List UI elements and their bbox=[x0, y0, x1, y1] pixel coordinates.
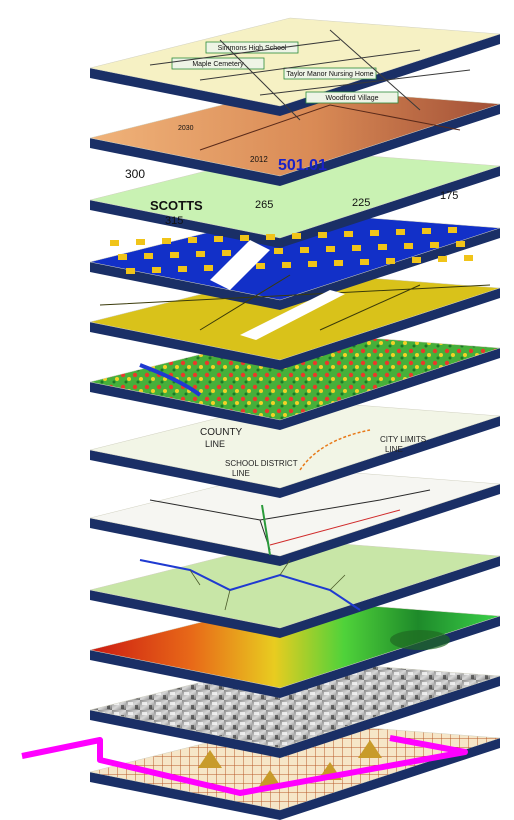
building-footprint bbox=[448, 227, 457, 233]
building-footprint bbox=[240, 235, 249, 241]
building-footprint bbox=[370, 230, 379, 236]
building-footprint bbox=[144, 253, 153, 259]
building-footprint bbox=[266, 234, 275, 240]
layer-face bbox=[89, 539, 501, 629]
building-footprint bbox=[344, 231, 353, 237]
layer-edge bbox=[90, 676, 500, 758]
boundary-label: CITY LIMITS bbox=[380, 435, 426, 444]
layer-edge bbox=[90, 34, 500, 116]
tract-id-label: 501.01 bbox=[278, 157, 327, 174]
building-footprint bbox=[136, 239, 145, 245]
building-footprint bbox=[422, 228, 431, 234]
layer-edge bbox=[90, 556, 500, 638]
layer-edge bbox=[90, 166, 500, 248]
building-footprint bbox=[334, 260, 343, 266]
boundary-label: LINE bbox=[385, 445, 403, 454]
building-footprint bbox=[326, 246, 335, 252]
building-footprint bbox=[308, 261, 317, 267]
survey-triangle bbox=[198, 750, 222, 768]
parcel-label: 265 bbox=[255, 199, 273, 211]
building-footprint bbox=[222, 250, 231, 256]
building-footprint bbox=[282, 262, 291, 268]
building-footprint bbox=[214, 236, 223, 242]
building-footprint bbox=[438, 256, 447, 262]
building-footprint bbox=[386, 258, 395, 264]
building-footprint bbox=[152, 267, 161, 273]
building-footprint bbox=[378, 244, 387, 250]
layer-face bbox=[89, 17, 501, 107]
river bbox=[139, 363, 202, 397]
street-label-box bbox=[205, 41, 299, 54]
stream-main bbox=[139, 559, 361, 611]
zoning-road bbox=[240, 290, 345, 340]
road-red bbox=[269, 509, 401, 546]
building-footprint bbox=[110, 240, 119, 246]
building-footprint bbox=[412, 257, 421, 263]
layer-edge bbox=[90, 348, 500, 430]
building-footprint bbox=[430, 242, 439, 248]
tract-label: 2030 bbox=[178, 125, 194, 132]
building-footprint bbox=[188, 237, 197, 243]
layer-edge bbox=[90, 228, 500, 310]
boundary-label: COUNTY bbox=[200, 427, 243, 438]
building-footprint bbox=[404, 243, 413, 249]
building-footprint bbox=[456, 241, 465, 247]
elevation-peak bbox=[390, 630, 450, 650]
street-label: Simmons High School bbox=[218, 45, 287, 52]
parcel-label: 300 bbox=[125, 167, 145, 181]
building-footprint bbox=[360, 259, 369, 265]
street-lines bbox=[149, 29, 471, 121]
building-footprint bbox=[118, 254, 127, 260]
layer-edge bbox=[90, 416, 500, 498]
layer-edge bbox=[90, 738, 500, 820]
building-footprint bbox=[170, 252, 179, 258]
boundary-label: SCHOOL DISTRICT bbox=[225, 459, 298, 468]
parcel-label: 225 bbox=[352, 197, 370, 209]
tract-label: 2012 bbox=[250, 155, 268, 164]
layer-edge bbox=[90, 616, 500, 698]
road-gap bbox=[210, 240, 270, 290]
street-label: Woodford Village bbox=[325, 95, 378, 102]
layer-edge bbox=[90, 288, 500, 370]
parcel-outline bbox=[21, 735, 468, 796]
building-footprint bbox=[318, 232, 327, 238]
street-label-box bbox=[171, 57, 265, 70]
street-label-box bbox=[283, 67, 377, 80]
building-footprint bbox=[178, 266, 187, 272]
parcel-label: 175 bbox=[440, 190, 458, 202]
street-label-box bbox=[305, 91, 399, 104]
building-footprint bbox=[256, 263, 265, 269]
building-footprint bbox=[274, 248, 283, 254]
layer-street-map bbox=[89, 17, 501, 116]
building-footprint bbox=[396, 229, 405, 235]
survey-triangle bbox=[358, 740, 382, 758]
boundary-label: LINE bbox=[232, 469, 250, 478]
street-label: Taylor Manor Nursing Home bbox=[286, 71, 373, 78]
building-footprint bbox=[162, 238, 171, 244]
layer-edge bbox=[90, 484, 500, 566]
stream-branches bbox=[189, 559, 346, 611]
street-label: Maple Cemetery bbox=[192, 61, 244, 68]
road-highlight bbox=[261, 504, 271, 556]
layer-edge bbox=[90, 104, 500, 186]
building-footprint bbox=[292, 233, 301, 239]
building-footprint bbox=[300, 247, 309, 253]
building-footprint bbox=[464, 255, 473, 261]
layer-hydrology bbox=[89, 539, 501, 638]
building-footprint bbox=[352, 245, 361, 251]
zoning-lines bbox=[99, 274, 491, 331]
building-footprint bbox=[204, 265, 213, 271]
parcel-label: 315 bbox=[165, 215, 183, 227]
boundary-label: LINE bbox=[205, 439, 225, 449]
parcel-label: SCOTTS bbox=[150, 198, 203, 213]
city-limit-line bbox=[299, 429, 371, 471]
building-footprint bbox=[196, 251, 205, 257]
tract-boundary bbox=[199, 104, 461, 151]
building-footprint bbox=[126, 268, 135, 274]
